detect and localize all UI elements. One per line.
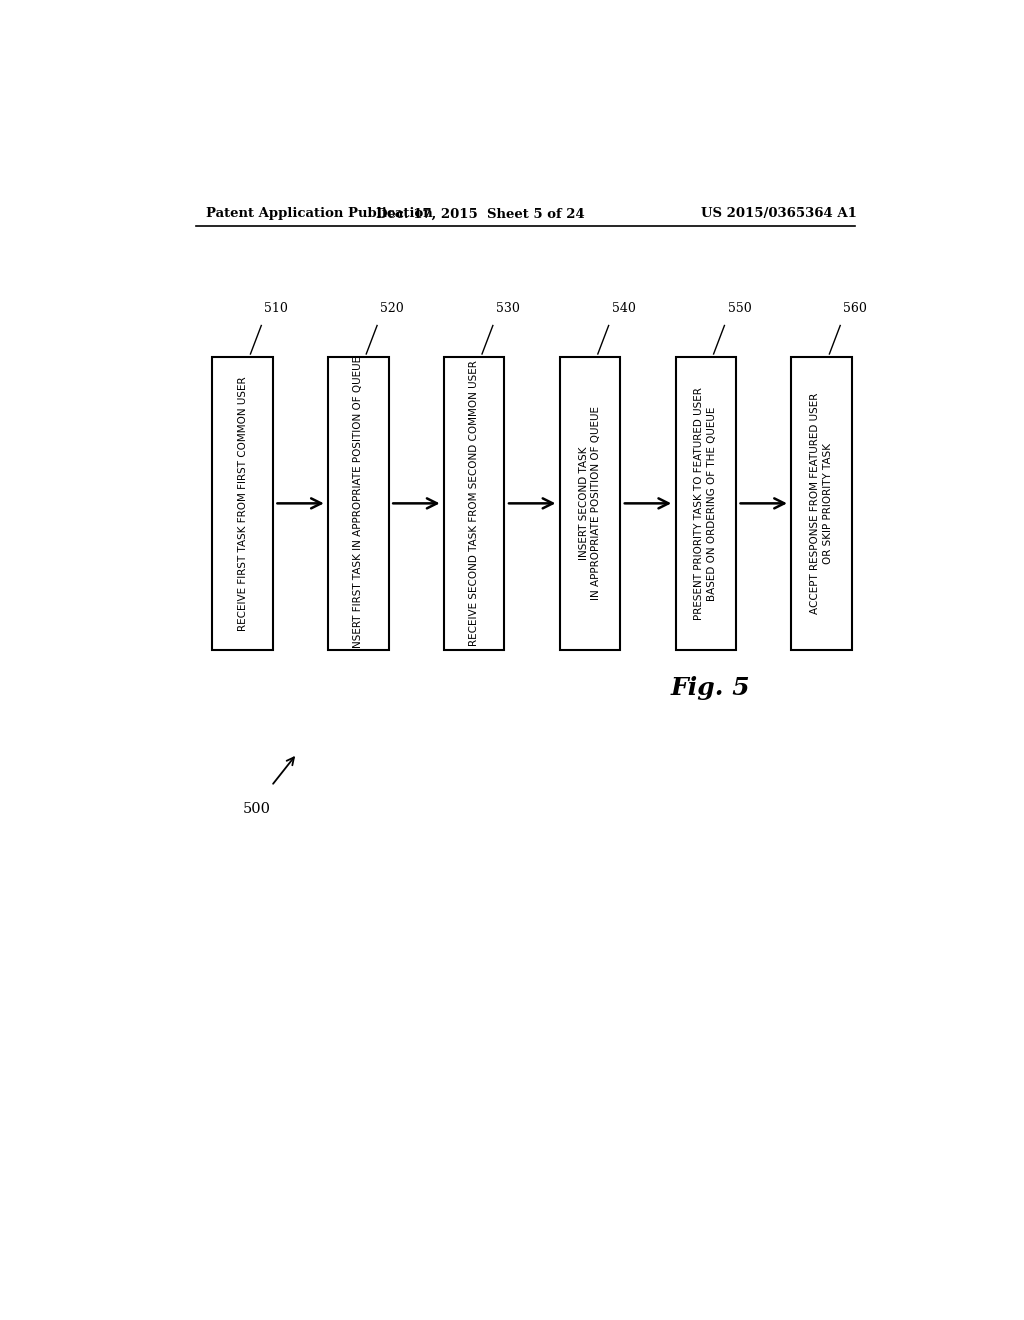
Text: INSERT FIRST TASK IN APPROPRIATE POSITION OF QUEUE: INSERT FIRST TASK IN APPROPRIATE POSITIO…: [353, 356, 364, 651]
Bar: [676, 358, 736, 649]
Text: US 2015/0365364 A1: US 2015/0365364 A1: [700, 207, 856, 220]
Text: Patent Application Publication: Patent Application Publication: [206, 207, 432, 220]
Text: 530: 530: [496, 302, 520, 314]
Bar: [329, 358, 389, 649]
Text: 520: 520: [380, 302, 403, 314]
Text: 500: 500: [243, 803, 270, 816]
Text: ACCEPT RESPONSE FROM FEATURED USER
OR SKIP PRIORITY TASK: ACCEPT RESPONSE FROM FEATURED USER OR SK…: [810, 392, 834, 614]
Text: PRESENT PRIORITY TASK TO FEATURED USER
BASED ON ORDERING OF THE QUEUE: PRESENT PRIORITY TASK TO FEATURED USER B…: [694, 387, 717, 620]
Bar: [444, 358, 505, 649]
Text: Dec. 17, 2015  Sheet 5 of 24: Dec. 17, 2015 Sheet 5 of 24: [376, 207, 585, 220]
Text: Fig. 5: Fig. 5: [671, 676, 751, 700]
Text: 560: 560: [844, 302, 867, 314]
Text: 550: 550: [727, 302, 752, 314]
Bar: [560, 358, 621, 649]
Text: 510: 510: [264, 302, 289, 314]
Bar: [792, 358, 852, 649]
Text: RECEIVE SECOND TASK FROM SECOND COMMON USER: RECEIVE SECOND TASK FROM SECOND COMMON U…: [469, 360, 479, 647]
Text: RECEIVE FIRST TASK FROM FIRST COMMON USER: RECEIVE FIRST TASK FROM FIRST COMMON USE…: [238, 376, 248, 631]
Text: 540: 540: [611, 302, 636, 314]
Text: INSERT SECOND TASK
IN APPROPRIATE POSITION OF QUEUE: INSERT SECOND TASK IN APPROPRIATE POSITI…: [579, 407, 601, 601]
Bar: [212, 358, 273, 649]
